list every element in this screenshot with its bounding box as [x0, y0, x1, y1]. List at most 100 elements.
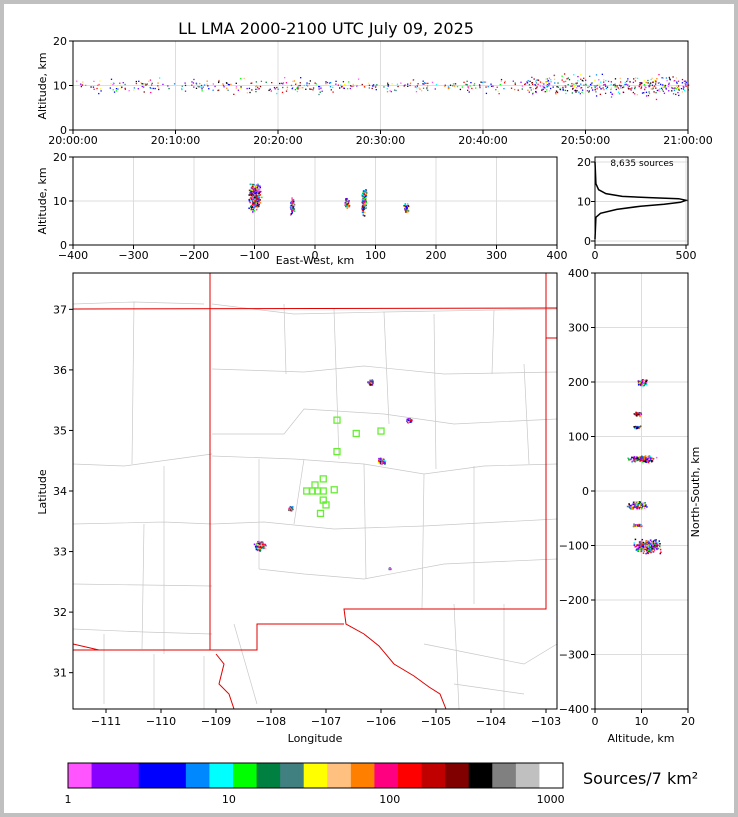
time-source-point [260, 80, 263, 83]
time-source-point [557, 86, 559, 88]
time-source-point [571, 84, 574, 87]
northsouth-source-point [634, 425, 637, 428]
time-source-point [598, 83, 600, 85]
time-source-point [206, 83, 208, 85]
time-source-point [295, 82, 297, 84]
northsouth-source-point [633, 456, 636, 458]
eastwest-source-point [248, 199, 250, 201]
plan-source-point [407, 418, 410, 420]
northsouth-source-point [644, 502, 646, 504]
time-source-point [291, 87, 293, 90]
eastwest-source-point [251, 197, 253, 199]
time-source-point [671, 85, 673, 87]
northsouth-source-point [635, 524, 638, 527]
time-source-point [629, 88, 631, 90]
time-source-point [664, 86, 666, 88]
time-source-point [387, 83, 389, 86]
time-source-point [296, 87, 298, 89]
time-source-point [561, 75, 563, 77]
time-source-point [318, 93, 320, 96]
eastwest-source-point [293, 208, 295, 210]
northsouth-source-point [638, 413, 640, 416]
time-source-point [387, 85, 389, 87]
northsouth-source-point [633, 457, 635, 460]
time-tick-label: 21:00:00 [663, 134, 712, 147]
northsouth-source-point [636, 502, 638, 505]
time-source-point [466, 89, 469, 91]
time-source-point [356, 85, 358, 87]
time-source-point [296, 90, 299, 93]
time-source-point [545, 78, 547, 80]
northsouth-source-point [641, 538, 644, 541]
latitude-tick-label: 33 [53, 546, 67, 559]
time-source-point [230, 83, 232, 86]
eastwest-source-point [290, 208, 292, 210]
northsouth-source-point [645, 552, 647, 555]
time-source-point [148, 80, 150, 82]
time-source-point [212, 89, 214, 91]
northsouth-source-point [649, 457, 652, 460]
eastwest-source-point [362, 211, 365, 213]
eastwest-source-point [258, 203, 260, 206]
time-source-point [248, 87, 251, 90]
time-source-point [580, 87, 583, 89]
northsouth-source-point [657, 542, 659, 544]
longitude-tick-label: −107 [311, 715, 341, 728]
time-source-point [685, 83, 687, 85]
time-source-point [638, 85, 640, 87]
time-source-point [246, 92, 249, 94]
time-source-point [684, 83, 686, 85]
northsouth-source-point [641, 382, 643, 385]
time-source-point [636, 77, 639, 80]
eastwest-source-point [364, 201, 366, 203]
northsouth-source-point [655, 542, 657, 544]
time-source-point [80, 84, 83, 86]
eastwest-source-point [252, 197, 254, 200]
northsouth-source-point [639, 525, 642, 528]
time-source-point [300, 77, 302, 79]
northsouth-source-point [637, 546, 639, 548]
time-source-point [257, 88, 259, 90]
eastwest-source-point [361, 206, 364, 208]
northsouth-source-point [643, 459, 645, 462]
time-source-point [412, 79, 414, 81]
northsouth-source-point [649, 539, 652, 541]
station-marker [322, 501, 330, 509]
longitude-tick-label: −109 [201, 715, 231, 728]
time-source-point [537, 83, 539, 85]
time-source-point [573, 85, 576, 88]
northsouth-tick-label: 100 [568, 431, 589, 444]
northsouth-source-point [642, 541, 645, 544]
northsouth-source-point [653, 543, 656, 545]
time-source-point [302, 87, 304, 89]
time-source-point [427, 89, 429, 92]
time-source-point [544, 91, 546, 93]
colorbar-swatch [68, 763, 93, 788]
eastwest-source-point [291, 209, 294, 212]
northsouth-source-point [651, 460, 654, 462]
time-source-point [526, 82, 529, 84]
eastwest-source-point [290, 200, 293, 203]
altitude-time-ylabel: Altitude, km [36, 52, 49, 119]
eastwest-source-point [345, 202, 348, 205]
time-source-point [328, 82, 331, 84]
time-source-point [675, 88, 677, 90]
time-source-point [496, 86, 498, 88]
time-source-point [218, 89, 220, 91]
time-source-point [305, 88, 307, 90]
northsouth-source-point [642, 458, 645, 460]
eastwest-source-point [251, 193, 253, 195]
plan-source-point [382, 460, 384, 463]
time-source-point [122, 82, 124, 84]
time-source-point [332, 86, 334, 89]
northsouth-source-point [647, 549, 650, 552]
northsouth-source-point [643, 507, 646, 509]
time-source-point [420, 90, 423, 92]
eastwest-source-point [291, 207, 293, 210]
plan-source-point [261, 546, 263, 549]
time-source-point [547, 84, 549, 86]
time-source-point [640, 83, 642, 85]
northsouth-source-point [645, 461, 647, 464]
eastwest-source-point [404, 211, 407, 213]
northsouth-source-point [647, 552, 649, 555]
